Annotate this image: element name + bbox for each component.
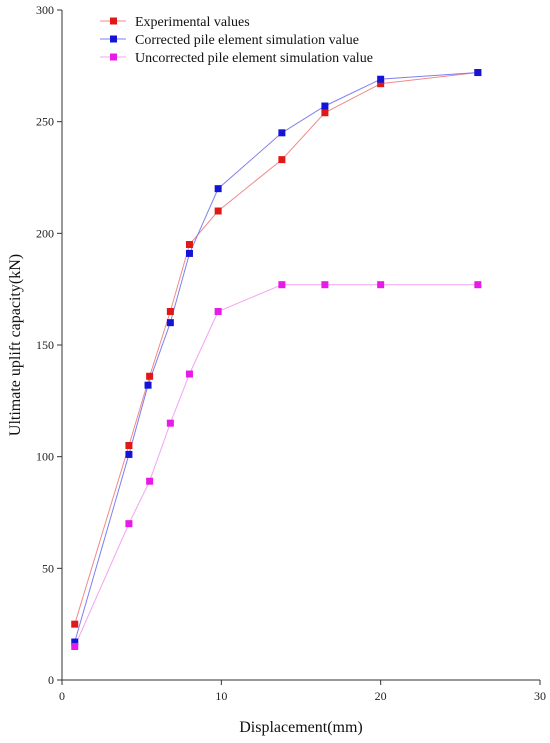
series-2-point: [125, 450, 133, 458]
series-1-point: [377, 80, 385, 88]
series-line-2: [74, 72, 478, 643]
y-tick-label: 50: [42, 561, 54, 575]
series-3-point: [214, 308, 222, 315]
series-2-point: [377, 75, 385, 83]
series-2-point: [71, 638, 79, 646]
series-line-1: [74, 72, 478, 625]
axes: [61, 10, 540, 681]
series-lines: [74, 72, 478, 647]
series-1-point: [321, 109, 329, 117]
series-1-point: [71, 620, 79, 628]
y-tick-label: 300: [36, 3, 54, 17]
series-1-point: [214, 207, 222, 215]
series-3-point: [125, 520, 133, 528]
series-1-point: [185, 241, 193, 248]
series-2-point: [185, 249, 193, 257]
series-3-point: [278, 281, 286, 289]
y-tick-label: 0: [48, 673, 54, 687]
x-axis-title: Displacement(mm): [239, 719, 363, 736]
series-2-point: [166, 319, 174, 327]
y-tick-label: 250: [36, 115, 54, 129]
x-tick-label: 10: [215, 689, 227, 703]
legend-marker: [110, 17, 117, 25]
series-1-point: [146, 372, 154, 380]
series-3-point: [185, 370, 193, 378]
series-line-3: [74, 284, 478, 647]
series-points: [71, 69, 482, 650]
legend-marker: [110, 35, 117, 43]
legend-marker: [110, 53, 117, 61]
y-axis-title: Ultimate uplift capacity(kN): [7, 254, 24, 436]
series-2-point: [144, 381, 152, 389]
y-tick-label: 200: [36, 226, 54, 240]
series-2-point: [474, 69, 482, 77]
series-2-point: [321, 102, 329, 110]
series-3-point: [474, 281, 482, 289]
series-3-point: [71, 643, 79, 650]
series-1-point: [278, 156, 286, 164]
series-3-point: [166, 419, 174, 427]
x-tick-label: 0: [59, 689, 65, 703]
x-tick-label: 30: [534, 689, 546, 703]
series-3-point: [377, 281, 385, 289]
y-tick-label: 100: [36, 450, 54, 464]
series-2-point: [214, 185, 222, 193]
series-1-point: [166, 308, 174, 315]
legend-label: Corrected pile element simulation value: [135, 33, 359, 48]
series-1-point: [125, 442, 133, 449]
series-3-point: [146, 477, 154, 485]
y-ticks: 0 50 100 150 200 250 300: [36, 3, 62, 687]
x-ticks: 0 10 20 30: [59, 680, 546, 703]
x-tick-label: 20: [375, 689, 387, 703]
series-3-point: [321, 281, 329, 289]
legend: Experimental values Corrected pile elemen…: [100, 15, 373, 66]
y-tick-label: 150: [36, 338, 54, 352]
series-2-point: [278, 129, 286, 137]
legend-label: Uncorrected pile element simulation valu…: [135, 51, 373, 66]
legend-label: Experimental values: [135, 15, 250, 30]
